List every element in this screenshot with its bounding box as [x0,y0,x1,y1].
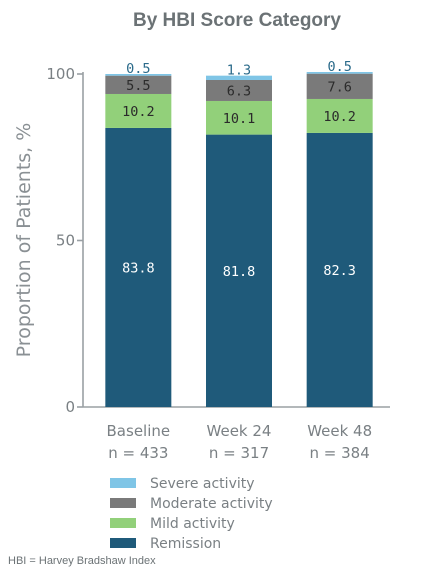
bar-segment [306,72,373,74]
footnote: HBI = Harvey Bradshaw Index [8,555,156,567]
data-label: 10.1 [223,111,256,127]
data-label: 10.2 [323,109,356,125]
bar-segment [105,93,172,128]
x-tick-sublabel: n = 384 [310,444,370,462]
data-label: 7.6 [327,79,351,95]
bar-segment [306,73,373,99]
data-label: 0.5 [327,59,351,75]
bar-segment [306,98,373,133]
legend-label: Mild activity [150,516,235,532]
x-tick-sublabel: n = 317 [209,444,269,462]
chart-title: By HBI Score Category [133,10,341,31]
x-tick-label: Baseline [107,422,171,440]
data-label: 1.3 [227,63,251,79]
data-label: 83.8 [122,260,155,276]
y-tick-label: 50 [56,232,75,250]
legend-swatch [110,498,136,508]
bar-segment [105,127,172,408]
legend-label: Remission [150,536,221,552]
data-label: 82.3 [323,263,356,279]
y-axis-label: Proportion of Patients, % [13,123,35,358]
y-tick-label: 0 [65,398,75,416]
legend-swatch [110,518,136,528]
bar-segment [206,79,272,101]
bar-segment [306,132,373,408]
data-label: 0.5 [126,61,150,77]
bar-segment [105,75,172,94]
legend: Severe activity Moderate activity Mild act… [110,476,273,552]
legend-label: Moderate activity [150,496,273,512]
legend-swatch [110,478,136,488]
x-tick-sublabel: n = 433 [108,444,168,462]
legend-swatch [110,538,136,548]
bar-segment [206,100,272,135]
x-tick-label: Week 24 [207,422,272,440]
legend-label: Severe activity [150,476,255,492]
bar-segment [206,75,272,80]
bar-segment [206,134,272,407]
data-label: 81.8 [223,264,256,280]
data-label: 6.3 [227,83,251,99]
data-label: 10.2 [122,104,155,120]
x-tick-label: Week 48 [307,422,372,440]
y-tick-label: 100 [46,65,75,83]
data-label: 5.5 [126,78,150,94]
bar-segment [105,74,172,76]
